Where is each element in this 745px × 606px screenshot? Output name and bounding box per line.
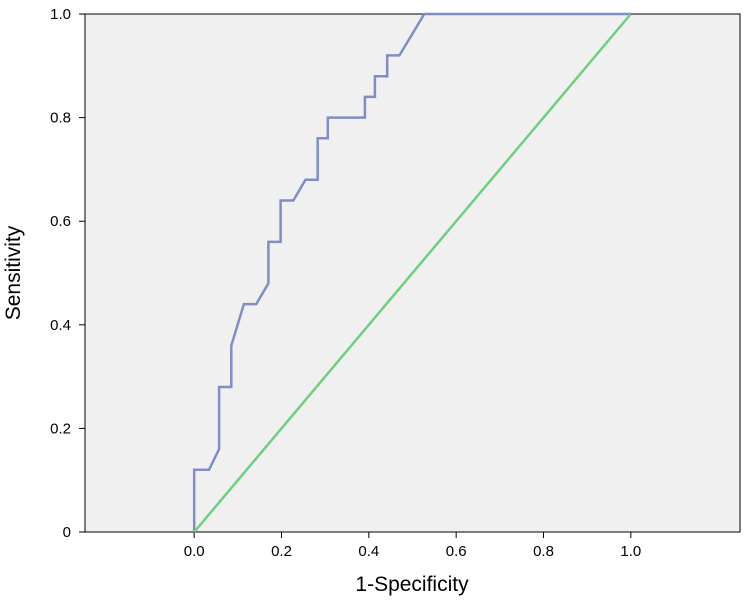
y-axis: 0 0.2 0.4 0.6 0.8 1.0 [50,6,85,541]
y-tick-label: 1.0 [50,6,71,23]
y-tick-label: 0.4 [50,317,71,334]
y-tick-label: 0.2 [50,420,71,437]
x-tick-label: 0.4 [358,543,379,560]
x-axis: 0.0 0.2 0.4 0.6 0.8 1.0 [184,532,641,560]
series-layer [192,12,632,533]
y-tick-label: 0.8 [50,110,71,127]
y-axis-title: Sensitivity [2,225,25,320]
x-tick-label: 0.6 [446,543,467,560]
x-axis-title: 1-Specificity [355,573,469,596]
y-tick-label: 0.6 [50,213,71,230]
x-tick-label: 0.2 [271,543,292,560]
x-tick-label: 1.0 [620,543,641,560]
x-tick-label: 0.0 [184,543,205,560]
y-tick-label: 0 [63,524,71,541]
reference-line [193,13,632,533]
roc-curve [192,12,631,532]
x-tick-label: 0.8 [533,543,554,560]
